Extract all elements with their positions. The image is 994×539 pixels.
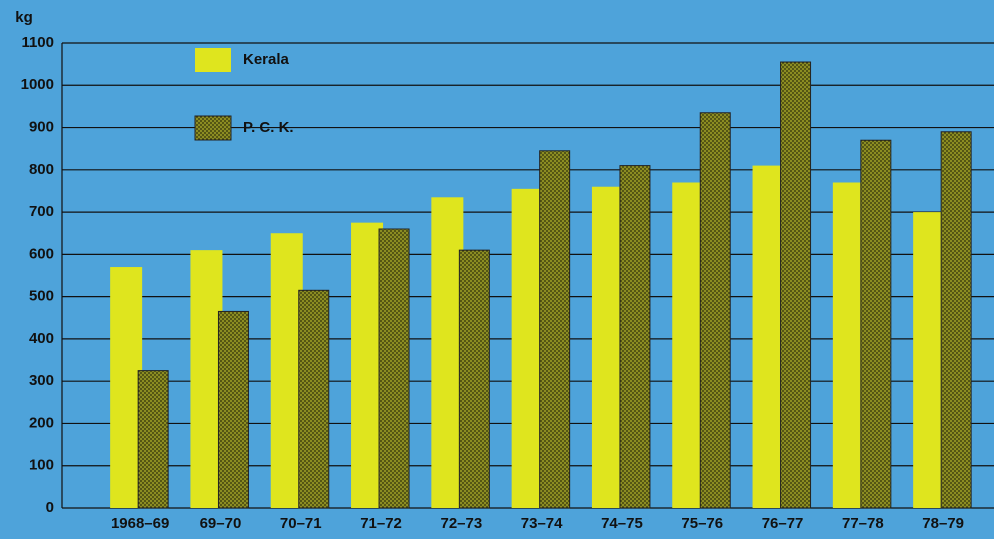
bar bbox=[699, 112, 731, 509]
x-tick-label: 76–77 bbox=[762, 515, 804, 532]
bar bbox=[431, 197, 464, 508]
x-tick-label: 72–73 bbox=[440, 515, 482, 532]
bar bbox=[298, 289, 330, 509]
y-tick-label: 300 bbox=[29, 372, 54, 389]
y-tick-label: 0 bbox=[46, 499, 54, 516]
x-tick-label: 71–72 bbox=[360, 515, 402, 532]
bar bbox=[913, 212, 946, 508]
bar bbox=[860, 139, 892, 509]
x-tick-label: 75–76 bbox=[681, 515, 723, 532]
legend-label: Kerala bbox=[243, 51, 290, 68]
y-tick-label: 500 bbox=[29, 288, 54, 305]
y-tick-label: 900 bbox=[29, 119, 54, 136]
bar bbox=[110, 267, 143, 508]
bar bbox=[940, 131, 972, 509]
x-tick-label: 77–78 bbox=[842, 515, 884, 532]
legend-swatch bbox=[195, 48, 231, 72]
bar bbox=[190, 250, 223, 509]
y-tick-label: 100 bbox=[29, 457, 54, 474]
bar bbox=[752, 165, 785, 508]
y-tick-label: 1000 bbox=[21, 76, 54, 93]
x-tick-label: 78–79 bbox=[922, 515, 964, 532]
y-tick-label: 700 bbox=[29, 203, 54, 220]
bar bbox=[832, 182, 865, 508]
bar bbox=[672, 182, 705, 508]
bar bbox=[591, 186, 624, 508]
bar bbox=[458, 249, 490, 509]
bar bbox=[270, 233, 303, 508]
x-tick-label: 70–71 bbox=[280, 515, 322, 532]
x-tick-label: 73–74 bbox=[521, 515, 563, 532]
x-tick-label: 69–70 bbox=[200, 515, 242, 532]
y-tick-label: 800 bbox=[29, 161, 54, 178]
bar bbox=[619, 165, 651, 509]
bar bbox=[780, 61, 812, 509]
x-tick-label: 74–75 bbox=[601, 515, 643, 532]
bar bbox=[378, 228, 410, 509]
legend-label: P. C. K. bbox=[243, 119, 294, 136]
legend-swatch bbox=[194, 115, 232, 141]
bar bbox=[217, 310, 249, 509]
y-tick-label: 400 bbox=[29, 330, 54, 347]
y-tick-label: 200 bbox=[29, 414, 54, 431]
y-tick-label: 1100 bbox=[21, 34, 54, 51]
y-tick-label: 600 bbox=[29, 245, 54, 262]
bar bbox=[511, 188, 544, 508]
bar bbox=[137, 370, 169, 509]
bar bbox=[539, 150, 571, 509]
x-tick-label: 1968–69 bbox=[111, 515, 169, 532]
bar bbox=[351, 222, 384, 508]
y-axis-label: kg bbox=[15, 9, 33, 26]
